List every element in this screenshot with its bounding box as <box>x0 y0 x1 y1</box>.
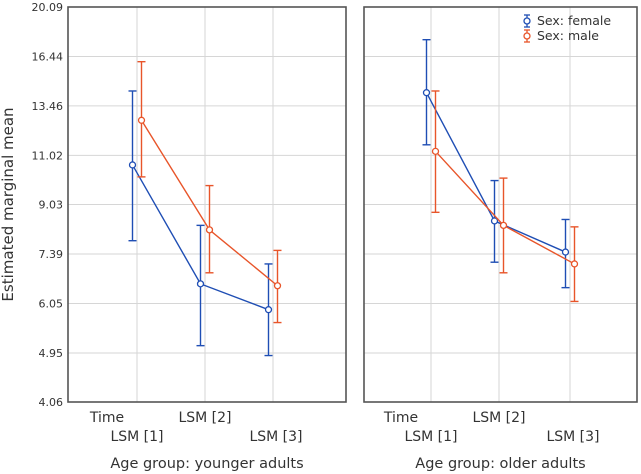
panel-title: Age group: younger adults <box>110 456 303 472</box>
data-point <box>196 280 205 288</box>
x-tick-label: Time <box>89 410 124 426</box>
grid-layer <box>68 6 637 403</box>
data-point <box>490 217 499 225</box>
data-point <box>499 221 508 230</box>
x-tick-label: LSM [1] <box>404 429 457 445</box>
data-marks <box>128 38 579 357</box>
x-tick-label: Time <box>383 410 418 426</box>
x-tick-label: LSM [3] <box>546 429 599 445</box>
x-tick-label: LSM [3] <box>249 429 302 445</box>
y-tick-label: 9.03 <box>39 199 64 212</box>
x-tick-label: LSM [2] <box>178 410 231 426</box>
data-point <box>561 248 570 256</box>
legend-label: Sex: male <box>537 28 599 43</box>
y-tick-label: 7.39 <box>39 248 64 261</box>
data-point <box>422 89 431 97</box>
y-tick-label: 11.02 <box>32 149 64 162</box>
y-tick-label: 20.09 <box>32 1 64 14</box>
x-tick-label: LSM [1] <box>110 429 163 445</box>
data-point <box>570 260 579 268</box>
panel-frame <box>363 6 638 403</box>
panel-frame <box>67 6 347 403</box>
y-tick-label: 6.05 <box>39 297 64 310</box>
y-tick-label: 4.06 <box>39 396 64 409</box>
data-point <box>273 282 282 290</box>
axis-labels: Time LSM [1] LSM [2] LSM [3] Age group: youn… <box>0 1 600 472</box>
data-point <box>205 226 214 234</box>
data-point <box>137 116 146 124</box>
legend-marker <box>523 32 531 40</box>
data-point <box>128 161 137 169</box>
y-axis-title: Estimated marginal mean <box>0 107 17 301</box>
y-tick-label: 13.46 <box>32 100 64 113</box>
panel-frames <box>67 6 638 403</box>
series-line <box>425 92 566 253</box>
x-tick-label: LSM [2] <box>472 410 525 426</box>
data-point <box>431 147 440 155</box>
y-tick-label: 4.95 <box>39 347 64 360</box>
legend-marker <box>523 17 531 25</box>
data-point <box>264 306 273 314</box>
y-tick-label: 16.44 <box>32 51 64 64</box>
panel-title: Age group: older adults <box>415 456 585 472</box>
legend-label: Sex: female <box>537 13 611 28</box>
